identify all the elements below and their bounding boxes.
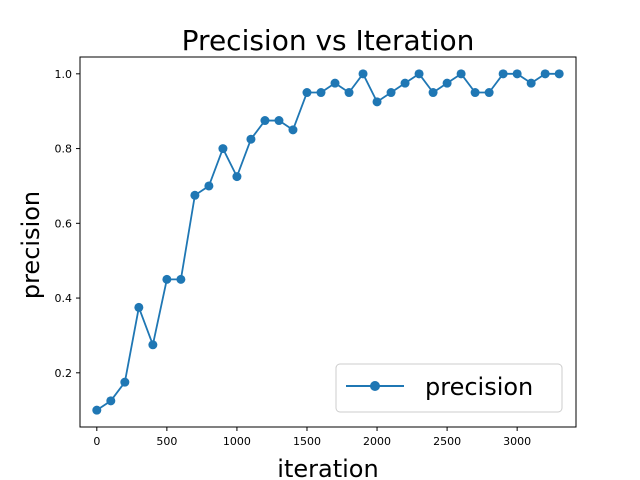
data-point: [358, 69, 368, 79]
data-point: [246, 134, 256, 144]
series-layer: [92, 69, 564, 415]
data-point: [302, 88, 312, 98]
data-point: [260, 116, 270, 126]
data-point: [92, 405, 102, 415]
x-tick-label: 2000: [363, 435, 391, 448]
data-point: [400, 78, 410, 88]
x-axis-label: iteration: [277, 455, 378, 480]
data-point: [106, 396, 116, 406]
data-point: [274, 116, 284, 126]
data-point: [344, 88, 354, 98]
series-line-0: [96, 72, 560, 411]
data-point: [484, 88, 494, 98]
legend-series-label: precision: [425, 373, 533, 401]
data-point: [204, 181, 214, 191]
legend-series-marker: [370, 381, 380, 391]
x-tick-label: 3000: [503, 435, 531, 448]
data-point: [554, 69, 564, 79]
x-tick-label: 500: [156, 435, 177, 448]
legend: precision: [335, 363, 563, 413]
data-point: [372, 97, 382, 107]
x-axis-ticks: 0 500 1000 1500 2000 2500 3000: [93, 427, 531, 448]
data-point: [330, 78, 340, 88]
chart-title: Precision vs Iteration: [182, 24, 475, 57]
y-axis-label: precision: [17, 191, 45, 299]
data-point: [414, 69, 424, 79]
data-point: [498, 69, 508, 79]
y-tick-label: 0.6: [55, 217, 73, 230]
x-tick-label: 0: [93, 435, 100, 448]
x-tick-label: 1500: [293, 435, 321, 448]
data-point: [162, 274, 172, 284]
data-point: [288, 125, 298, 135]
data-point: [428, 88, 438, 98]
data-point: [148, 340, 158, 350]
y-tick-label: 0.4: [55, 292, 73, 305]
x-tick-label: 1000: [223, 435, 251, 448]
data-point: [120, 377, 130, 387]
data-point: [190, 190, 200, 200]
data-point: [442, 78, 452, 88]
data-point: [526, 78, 536, 88]
data-point: [540, 69, 550, 79]
data-point: [134, 302, 144, 312]
axes-frame: [79, 56, 577, 428]
data-point: [176, 274, 186, 284]
data-point: [386, 88, 396, 98]
data-point: [512, 69, 522, 79]
data-point: [316, 88, 326, 98]
y-tick-label: 0.2: [55, 367, 73, 380]
data-point: [456, 69, 466, 79]
legend-box: [335, 363, 563, 413]
plot-area: 0 500 1000 1500 2000 2500 3000 0.2 0.4 0.6 0.8 1.0: [55, 56, 577, 448]
data-point: [218, 144, 228, 154]
data-point: [470, 88, 480, 98]
y-axis-ticks: 0.2 0.4 0.6 0.8 1.0: [55, 68, 80, 380]
x-tick-label: 2500: [433, 435, 461, 448]
y-tick-label: 0.8: [55, 143, 73, 156]
data-point: [232, 172, 242, 182]
y-tick-label: 1.0: [55, 68, 73, 81]
